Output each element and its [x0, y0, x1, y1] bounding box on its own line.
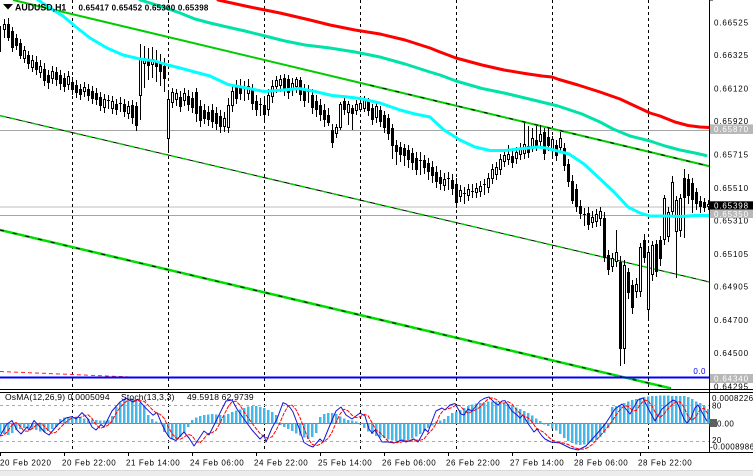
svg-text:0.64700: 0.64700 [714, 316, 749, 325]
svg-text:0.0: 0.0 [693, 367, 706, 376]
svg-text:26 Feb 22:00: 26 Feb 22:00 [446, 459, 500, 468]
svg-text:26 Feb 06:00: 26 Feb 06:00 [382, 459, 436, 468]
svg-text:0.64340: 0.64340 [714, 375, 749, 384]
svg-text:0.65510: 0.65510 [714, 184, 749, 193]
svg-text:27 Feb 14:00: 27 Feb 14:00 [510, 459, 564, 468]
svg-text:Stoch(13,3,3): Stoch(13,3,3) [121, 392, 175, 402]
svg-text:28 Feb 22:00: 28 Feb 22:00 [638, 459, 692, 468]
svg-text:0.64500: 0.64500 [714, 349, 749, 358]
svg-text:0.0008226: 0.0008226 [712, 394, 753, 403]
svg-text:0.66325: 0.66325 [714, 51, 749, 60]
svg-text:28 Feb 06:00: 28 Feb 06:00 [574, 459, 628, 468]
svg-text:24 Feb 22:00: 24 Feb 22:00 [254, 459, 308, 468]
svg-text:0.65715: 0.65715 [714, 151, 749, 160]
svg-text:0.65105: 0.65105 [714, 250, 749, 259]
svg-text:-0.0008986: -0.0008986 [710, 443, 753, 452]
svg-text:80: 80 [712, 402, 722, 411]
svg-text:0.65870: 0.65870 [714, 125, 749, 134]
svg-text:20 Feb 22:00: 20 Feb 22:00 [62, 459, 116, 468]
svg-text:20 Feb 2020: 20 Feb 2020 [0, 459, 52, 468]
svg-text:0.65920: 0.65920 [714, 117, 749, 126]
svg-text:OsMA(12,26,9) 0.0005094: OsMA(12,26,9) 0.0005094 [5, 392, 110, 402]
svg-text:0.64905: 0.64905 [714, 283, 749, 292]
svg-text:AUDUSD,H1: AUDUSD,H1 [15, 3, 66, 13]
svg-text:0.65398: 0.65398 [714, 201, 749, 210]
svg-text:25 Feb 14:00: 25 Feb 14:00 [318, 459, 372, 468]
svg-text:49.5918 62.9739: 49.5918 62.9739 [187, 392, 254, 402]
svg-text:0.66120: 0.66120 [714, 85, 749, 94]
svg-text:20: 20 [712, 436, 722, 445]
svg-text:0.65310: 0.65310 [714, 217, 749, 226]
svg-text:21 Feb 14:00: 21 Feb 14:00 [126, 459, 180, 468]
svg-text:0.00: 0.00 [717, 420, 734, 429]
svg-text:24 Feb 06:00: 24 Feb 06:00 [190, 459, 244, 468]
svg-text:0.66525: 0.66525 [714, 19, 749, 28]
svg-text:0.64295: 0.64295 [714, 382, 749, 391]
svg-text:0.65350: 0.65350 [714, 210, 749, 219]
svg-text:0.65417 0.65452 0.65300 0.6539: 0.65417 0.65452 0.65300 0.65398 [79, 4, 209, 13]
